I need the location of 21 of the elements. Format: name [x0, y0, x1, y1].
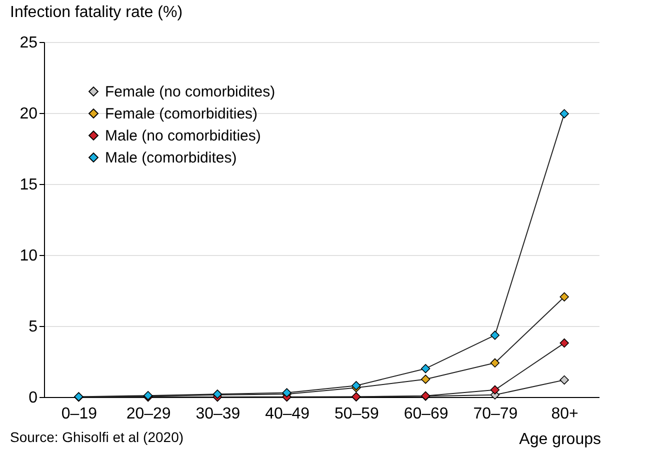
y-tick-label: 25: [20, 34, 38, 52]
x-tick-label: 0–19: [61, 406, 98, 422]
x-axis-title: Age groups: [519, 431, 601, 448]
y-axis-title: Infection fatality rate (%): [10, 4, 183, 21]
x-tick-label: 70–79: [473, 406, 518, 422]
legend-label: Female (no comorbidites): [105, 84, 276, 100]
y-tick-label: 5: [28, 318, 38, 336]
x-tick-label: 40–49: [265, 406, 310, 422]
legend-label: Male (comorbidites): [105, 150, 237, 166]
x-tick-label: 30–39: [196, 406, 240, 422]
y-tick-label: 0: [28, 390, 38, 406]
x-tick-label: 20–29: [126, 406, 171, 422]
x-tick-label: 80+: [551, 406, 578, 422]
x-tick-label: 60–69: [404, 406, 448, 422]
y-tick-label: 10: [20, 248, 38, 264]
y-tick-label: 15: [20, 176, 38, 194]
x-tick-label: 50–59: [334, 406, 380, 422]
y-tick-label: 20: [20, 106, 38, 122]
legend-label: Female (comorbidities): [105, 106, 258, 122]
source-note: Source: Ghisolfi et al (2020): [10, 429, 184, 445]
legend-label: Male (no comorbidities): [105, 128, 261, 144]
